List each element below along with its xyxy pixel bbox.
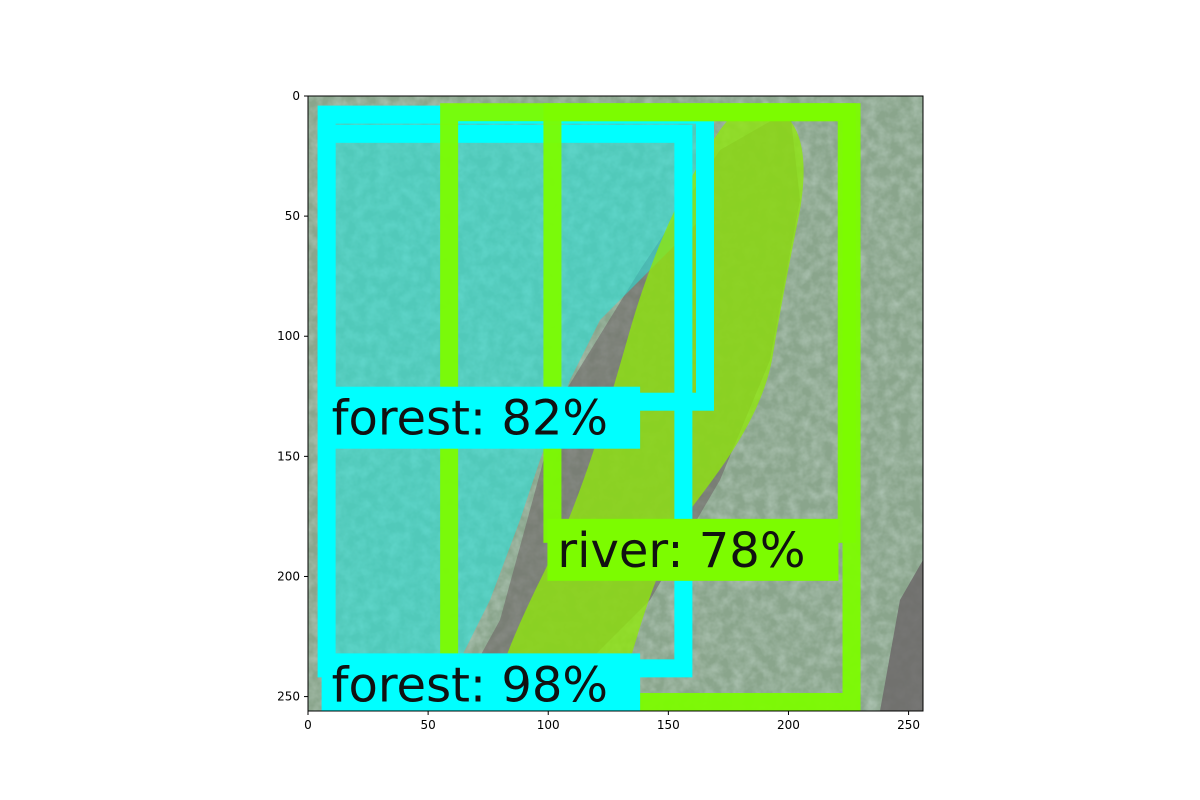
y-tick-label: 50 bbox=[285, 209, 300, 223]
forest-detection-1-label-bg bbox=[321, 386, 641, 449]
forest-detection-2-label: forest: 98% bbox=[332, 657, 608, 713]
river-detection-1-label-bg bbox=[547, 518, 839, 581]
x-tick-label: 50 bbox=[420, 718, 435, 732]
y-tick-label: 250 bbox=[277, 690, 300, 704]
axes-frame bbox=[307, 95, 924, 712]
detection-labels: forest: 82% forest: 98% river: 78% bbox=[321, 386, 839, 713]
river-detection-1-label: river: 78% bbox=[557, 523, 805, 579]
aerial-image: forest: 82% forest: 98% river: 78% bbox=[308, 96, 923, 713]
y-tick-label: 200 bbox=[277, 569, 300, 583]
y-tick-label: 0 bbox=[292, 89, 300, 103]
forest-detection-2-label-bg bbox=[321, 653, 641, 711]
x-tick-label: 100 bbox=[537, 718, 560, 732]
x-tick-label: 200 bbox=[777, 718, 800, 732]
forest-detection-1-label: forest: 82% bbox=[332, 391, 608, 447]
y-tick-label: 150 bbox=[277, 449, 300, 463]
right-water-patch bbox=[880, 560, 923, 711]
x-tick-label: 150 bbox=[657, 718, 680, 732]
y-axis: 0 50 100 150 200 250 bbox=[277, 89, 308, 704]
x-tick-label: 250 bbox=[897, 718, 920, 732]
x-tick-label: 0 bbox=[304, 718, 312, 732]
x-axis: 0 50 100 150 200 250 bbox=[304, 711, 920, 732]
y-tick-label: 100 bbox=[277, 329, 300, 343]
